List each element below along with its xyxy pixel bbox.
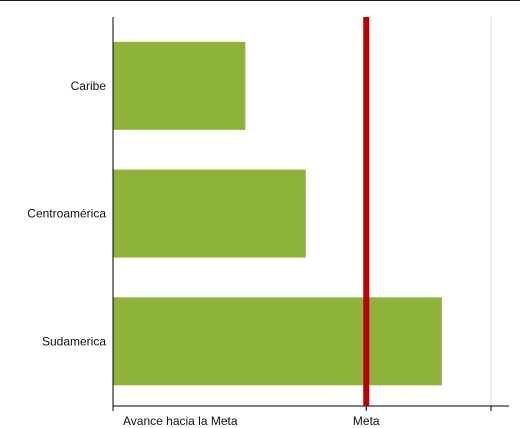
bar-caribe[interactable] [113, 41, 246, 130]
bar-sudamerica[interactable] [113, 297, 442, 386]
bar-centroamérica[interactable] [113, 169, 306, 258]
category-label: Centroamérica [27, 207, 106, 221]
x-tick-label: Avance hacia la Meta [123, 414, 238, 428]
plot-area: Caribe Centroamérica Sudamerica Avance haci… [27, 17, 509, 428]
x-tick-label: Meta [353, 414, 380, 428]
category-label: Sudamerica [42, 334, 106, 348]
category-label: Caribe [71, 79, 107, 93]
